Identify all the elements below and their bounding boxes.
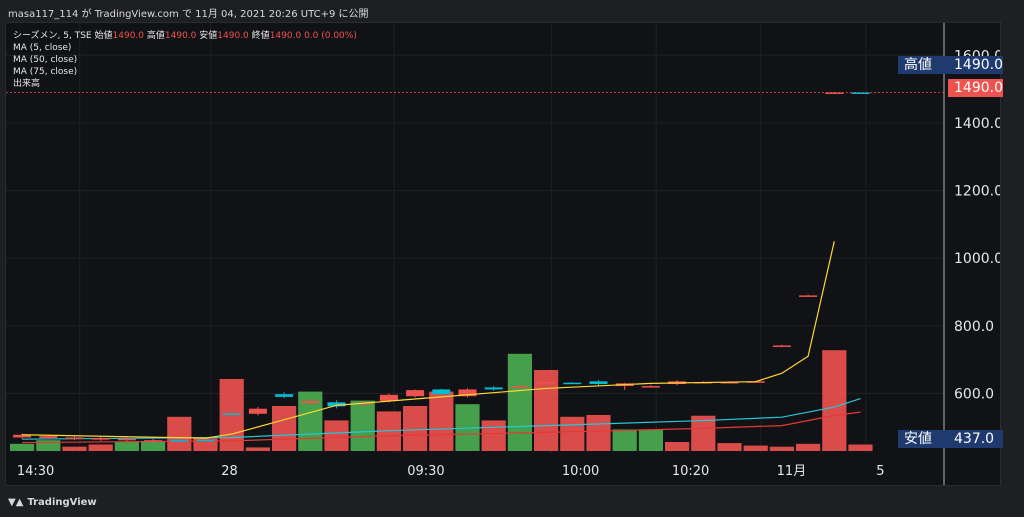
- volume-bar: [324, 420, 349, 451]
- close-value: 1490.0: [269, 31, 302, 41]
- low-badge-value: 437.0: [948, 430, 1003, 448]
- indicator-ma5[interactable]: MA (5, close): [13, 43, 72, 53]
- candle-body: [484, 387, 503, 390]
- x-tick-label: 10:20: [672, 464, 709, 479]
- volume-bar: [429, 391, 454, 451]
- indicator-volume[interactable]: 出来高: [13, 79, 41, 89]
- candle-body: [379, 394, 398, 401]
- volume-bar: [167, 416, 192, 451]
- x-tick-label: 11月: [777, 464, 807, 479]
- volume-bar: [141, 440, 166, 451]
- indicator-ma50[interactable]: MA (50, close): [13, 55, 78, 65]
- volume-bar: [743, 445, 768, 451]
- candle-body: [720, 382, 739, 384]
- candle-body: [91, 438, 110, 440]
- change-value: 0.0 (0.00%): [304, 31, 357, 41]
- candle-body: [327, 402, 346, 407]
- y-tick-label: 600.0: [954, 387, 994, 403]
- candle-body: [589, 381, 608, 385]
- candle-body: [65, 437, 84, 439]
- volume-bar: [481, 420, 506, 451]
- tradingview-logo-icon: ▼▲: [8, 497, 24, 508]
- candle-body: [144, 440, 163, 442]
- footer-brand: ▼▲ TradingView: [8, 497, 97, 508]
- open-label: 始値: [94, 31, 113, 41]
- volume-bar: [769, 446, 794, 451]
- y-tick-label: 800.0: [954, 319, 994, 335]
- candle-body: [825, 92, 844, 94]
- x-tick-label: 14:30: [17, 464, 54, 479]
- volume-bar: [822, 350, 847, 451]
- volume-bar: [560, 416, 585, 451]
- volume-bar: [272, 406, 297, 451]
- open-value: 1490.0: [112, 31, 145, 41]
- candle-body: [117, 438, 136, 441]
- high-badge-label: 高値: [898, 56, 948, 74]
- brand-label: TradingView: [27, 497, 97, 508]
- high-value: 1490.0: [164, 31, 197, 41]
- volume-bar: [88, 444, 113, 451]
- volume-bar: [36, 440, 61, 451]
- candle-body: [301, 400, 320, 403]
- candle-body: [799, 295, 818, 297]
- last-price-badge: 1490.0: [948, 79, 1003, 97]
- close-label: 終値: [251, 31, 270, 41]
- y-tick-label: 1400.0: [954, 116, 1000, 132]
- y-tick-label: 1000.0: [954, 251, 1000, 267]
- ma50-line: [22, 398, 861, 440]
- high-label: 高値: [146, 31, 165, 41]
- candle-body: [275, 394, 294, 397]
- candlestick-chart[interactable]: 1600.01400.01200.01000.0800.0600.014:302…: [6, 23, 1000, 485]
- candle-body: [641, 386, 660, 388]
- candle-body: [13, 434, 32, 438]
- ma75-line: [22, 411, 861, 444]
- volume-bar: [507, 353, 532, 451]
- low-label: 安値: [199, 31, 218, 41]
- volume-bar: [10, 443, 35, 451]
- chart-area[interactable]: 1600.01400.01200.01000.0800.0600.014:302…: [5, 22, 1001, 486]
- volume-bar: [665, 442, 690, 451]
- candle-body: [563, 382, 582, 385]
- volume-bar: [350, 400, 375, 451]
- y-tick-label: 1200.0: [954, 184, 1000, 200]
- low-badge-label: 安値: [898, 430, 948, 448]
- candle-body: [772, 345, 791, 347]
- volume-bar: [403, 406, 428, 451]
- candle-body: [170, 440, 189, 442]
- indicator-ma75[interactable]: MA (75, close): [13, 67, 78, 77]
- publish-header: masa117_114 が TradingView.com で 11月 04, …: [8, 9, 369, 20]
- candle-body: [432, 389, 451, 395]
- volume-bar: [848, 444, 873, 451]
- symbol-row: シーズメン, 5, TSE 始値1490.0 高値1490.0 安値1490.0…: [13, 30, 357, 42]
- volume-bar: [586, 415, 611, 451]
- candle-body: [248, 408, 267, 414]
- volume-bar: [612, 429, 637, 451]
- x-tick-label: 28: [221, 464, 238, 479]
- chart-legend: シーズメン, 5, TSE 始値1490.0 高値1490.0 安値1490.0…: [13, 30, 357, 90]
- volume-bar: [638, 429, 663, 451]
- candle-body: [222, 413, 241, 415]
- volume-bar: [219, 379, 244, 451]
- candle-body: [851, 92, 870, 94]
- x-tick-label: 09:30: [407, 464, 444, 479]
- volume-bar: [62, 446, 87, 451]
- low-value: 1490.0: [217, 31, 249, 41]
- candle-body: [510, 386, 529, 388]
- ma5-line: [22, 241, 835, 439]
- volume-bar: [717, 443, 742, 451]
- candle-body: [537, 382, 556, 384]
- volume-bar: [691, 415, 716, 451]
- candle-body: [39, 436, 58, 439]
- x-tick-label: 10:00: [562, 464, 599, 479]
- candle-body: [406, 390, 425, 397]
- volume-bar: [796, 443, 821, 451]
- volume-bar: [114, 442, 139, 451]
- x-tick-label: 5: [876, 464, 884, 479]
- high-badge-value: 1490.0: [948, 56, 1003, 74]
- candle-body: [196, 439, 215, 442]
- candle-body: [458, 389, 477, 397]
- volume-bar: [245, 447, 270, 451]
- symbol-label[interactable]: シーズメン, 5, TSE: [13, 31, 92, 41]
